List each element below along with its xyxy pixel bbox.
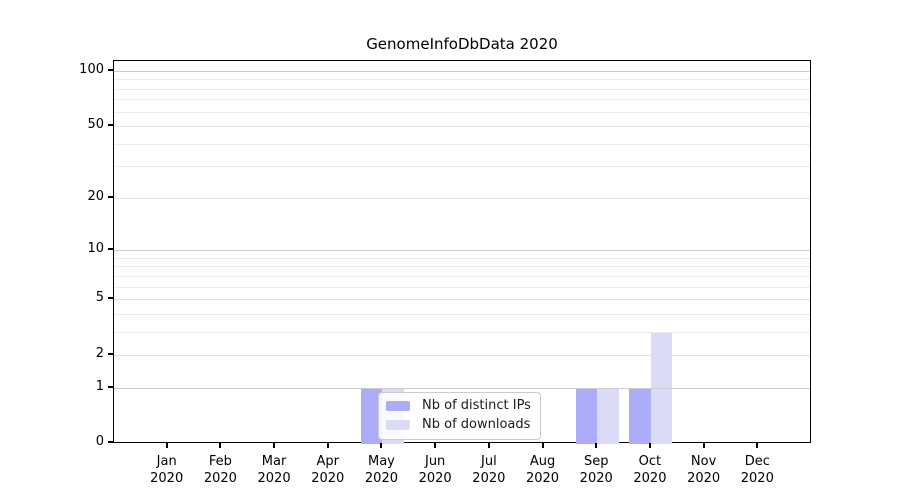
- bar-downloads-sep: [597, 387, 619, 444]
- x-tick-label: Feb 2020: [203, 454, 237, 486]
- y-tick-label: 5: [95, 290, 104, 306]
- x-tick-mark: [165, 443, 168, 448]
- plot-area: [113, 60, 811, 444]
- legend-label-downloads: Nb of downloads: [422, 417, 531, 432]
- x-tick-mark: [326, 443, 329, 448]
- x-tick-mark: [434, 443, 437, 448]
- minor-gridline: [114, 111, 810, 113]
- bar-distinct-ips-sep: [575, 387, 598, 444]
- major-gridline: [114, 71, 810, 72]
- y-tick-label: 20: [87, 188, 104, 204]
- x-tick-label: Aug 2020: [525, 454, 560, 486]
- x-tick-mark: [702, 443, 705, 448]
- x-tick-mark: [219, 443, 222, 448]
- legend: Nb of distinct IPs Nb of downloads: [378, 392, 541, 440]
- y-tick-mark: [108, 248, 113, 251]
- major-gridline: [114, 355, 810, 357]
- x-tick-label: Dec 2020: [740, 454, 774, 486]
- chart-title: GenomeInfoDbData 2020: [366, 35, 558, 53]
- x-tick-label: Jun 2020: [418, 454, 452, 486]
- minor-gridline: [114, 275, 810, 277]
- x-tick-mark: [487, 443, 490, 448]
- downloads-swatch-icon: [386, 420, 410, 430]
- major-gridline: [114, 126, 810, 128]
- x-tick-mark: [380, 443, 383, 448]
- major-gridline: [114, 387, 810, 389]
- x-tick-label: Mar 2020: [257, 454, 291, 486]
- y-tick-label: 0: [95, 434, 104, 449]
- y-tick-mark: [108, 195, 113, 198]
- minor-gridline: [114, 313, 810, 315]
- minor-gridline: [114, 99, 810, 101]
- legend-item-distinct-ips: Nb of distinct IPs: [386, 398, 531, 414]
- y-tick-mark: [108, 441, 113, 443]
- legend-item-downloads: Nb of downloads: [386, 417, 531, 433]
- y-tick-mark: [108, 297, 113, 300]
- y-tick-mark: [108, 69, 113, 71]
- x-tick-label: May 2020: [364, 454, 398, 486]
- bar-distinct-ips-oct: [629, 387, 651, 444]
- minor-gridline: [114, 286, 810, 288]
- x-tick-label: Nov 2020: [687, 454, 721, 486]
- x-tick-label: Sep 2020: [579, 454, 613, 486]
- y-tick-mark: [108, 124, 113, 127]
- minor-gridline: [114, 257, 810, 259]
- x-tick-mark: [648, 443, 651, 448]
- x-tick-mark: [541, 443, 544, 448]
- y-tick-mark: [108, 353, 113, 356]
- major-gridline: [114, 250, 810, 252]
- minor-gridline: [114, 143, 810, 145]
- x-tick-label: Jul 2020: [472, 454, 506, 486]
- y-tick-label: 50: [87, 117, 104, 133]
- x-tick-label: Apr 2020: [311, 454, 345, 486]
- x-tick-label: Oct 2020: [633, 454, 667, 486]
- distinct-ips-swatch-icon: [386, 401, 410, 411]
- x-tick-mark: [595, 443, 598, 448]
- major-gridline: [114, 197, 810, 199]
- minor-gridline: [114, 266, 810, 268]
- x-tick-mark: [756, 443, 759, 448]
- x-tick-mark: [273, 443, 276, 448]
- legend-label-distinct-ips: Nb of distinct IPs: [422, 398, 531, 413]
- y-tick-label: 10: [87, 241, 104, 257]
- minor-gridline: [114, 166, 810, 168]
- y-tick-label: 2: [95, 346, 104, 362]
- minor-gridline: [114, 88, 810, 90]
- x-tick-label: Jan 2020: [150, 454, 184, 486]
- y-tick-label: 100: [79, 62, 104, 77]
- bar-distinct-ips-may: [360, 387, 383, 444]
- major-gridline: [114, 299, 810, 301]
- y-tick-mark: [108, 385, 113, 388]
- minor-gridline: [114, 331, 810, 333]
- y-tick-label: 1: [95, 378, 104, 394]
- minor-gridline: [114, 79, 810, 81]
